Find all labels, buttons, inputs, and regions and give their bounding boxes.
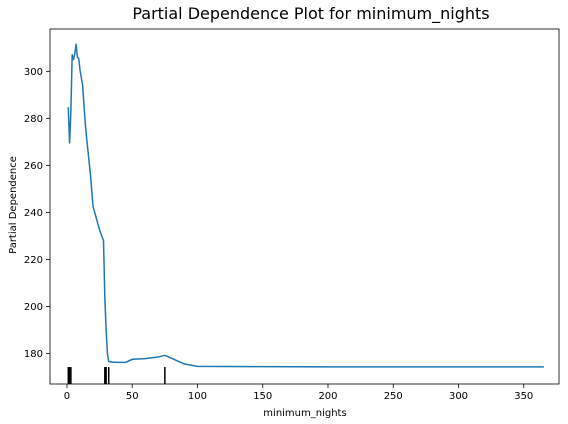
series-line-0	[67, 43, 545, 368]
x-axis-label: minimum_nights	[263, 408, 346, 419]
y-tick-label: 200	[24, 302, 43, 313]
y-tick-label: 260	[24, 161, 43, 172]
y-tick-label: 280	[24, 114, 43, 125]
x-tick-label: 200	[318, 391, 337, 402]
x-tick-label: 300	[449, 391, 468, 402]
plot-area: 0 50 100 150 200 250 300 350 180 200 220 240 260 280 3…	[24, 28, 560, 402]
x-tick-label: 0	[64, 391, 70, 402]
y-tick-label: 180	[24, 349, 43, 360]
x-tick-label: 150	[253, 391, 272, 402]
x-tick-label: 250	[384, 391, 403, 402]
y-axis-label: Partial Dependence	[8, 156, 19, 254]
x-tick-label: 50	[126, 391, 139, 402]
y-tick-label: 220	[24, 255, 43, 266]
y-tick-label: 240	[24, 208, 43, 219]
plot-frame	[49, 28, 560, 385]
x-tick-label: 100	[188, 391, 207, 402]
chart-title: Partial Dependence Plot for minimum_nigh…	[132, 4, 489, 24]
plot-background	[50, 29, 559, 384]
x-tick-label: 350	[514, 391, 533, 402]
y-tick-label: 300	[24, 67, 43, 78]
